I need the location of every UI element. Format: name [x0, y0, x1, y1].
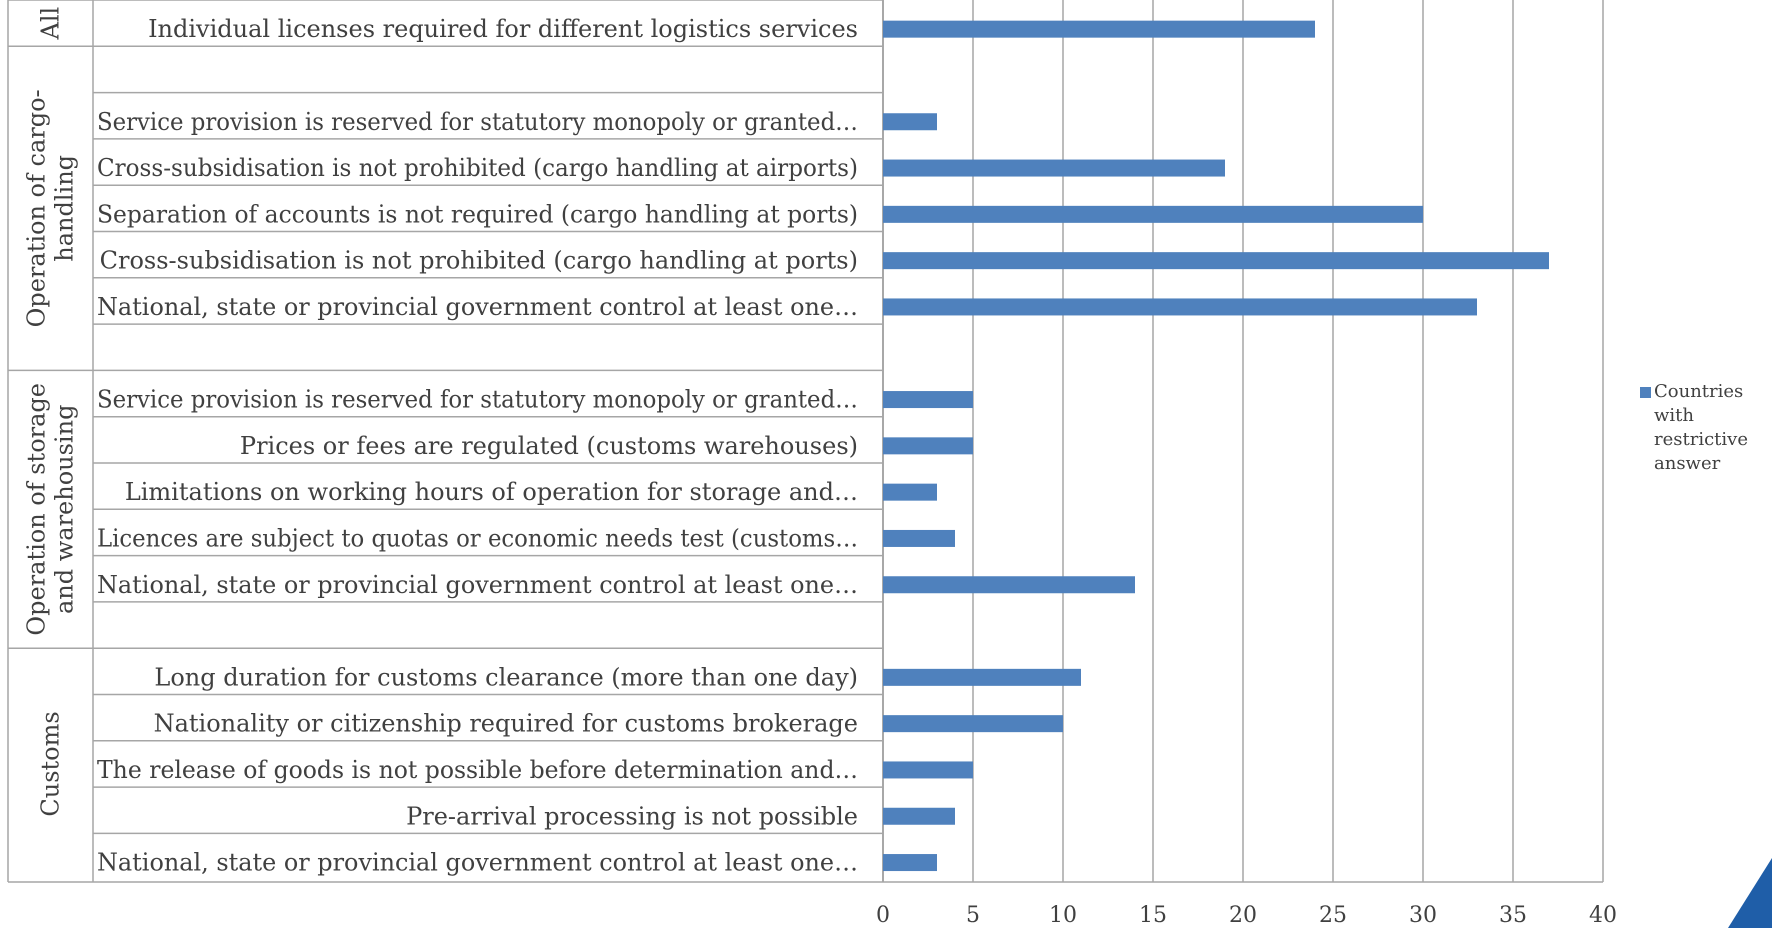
group-label: All — [37, 7, 65, 41]
group-label: Customs — [37, 711, 65, 816]
bar — [883, 668, 1081, 686]
bar — [883, 159, 1225, 177]
legend-label: Countries with restrictive answer — [1654, 381, 1748, 474]
legend-swatch — [1640, 387, 1651, 398]
grid-lines — [882, 0, 1604, 882]
x-tick-label: 25 — [1319, 903, 1347, 928]
category-table-lines — [7, 0, 1603, 883]
x-tick-label: 5 — [966, 903, 980, 928]
bar — [883, 437, 973, 455]
category-label: Service provision is reserved for statut… — [97, 108, 858, 136]
category-label: Long duration for customs clearance (mor… — [154, 663, 858, 691]
x-tick-label: 15 — [1139, 903, 1167, 928]
bar — [883, 205, 1423, 223]
category-label: Limitations on working hours of operatio… — [125, 478, 858, 506]
bar — [883, 483, 937, 501]
group-label: and warehousing — [51, 405, 79, 614]
bar — [883, 252, 1549, 270]
category-label: Licences are subject to quotas or econom… — [97, 524, 858, 552]
bar — [883, 854, 937, 872]
corner-decoration — [1728, 858, 1772, 928]
group-labels: All Operation of cargo-handling Operation … — [23, 7, 79, 817]
group-label: Operation of cargo- — [23, 89, 51, 327]
category-label: Cross-subsidisation is not prohibited (c… — [100, 247, 858, 275]
category-label: National, state or provincial government… — [97, 293, 858, 321]
group-label: Operation of storage — [23, 383, 51, 636]
bar — [883, 807, 955, 825]
group-label: handling — [51, 155, 79, 262]
bar — [883, 761, 973, 779]
x-tick-label: 35 — [1499, 903, 1527, 928]
x-tick-label: 30 — [1409, 903, 1437, 928]
category-label: Separation of accounts is not required (… — [97, 200, 858, 228]
x-tick-label: 10 — [1049, 903, 1077, 928]
category-label: Prices or fees are regulated (customs wa… — [240, 432, 858, 460]
category-label: Cross-subsidisation is not prohibited (c… — [97, 154, 858, 182]
category-labels: Individual licenses required for differe… — [97, 15, 858, 876]
bar — [883, 715, 1063, 733]
category-label: Nationality or citizenship required for … — [154, 710, 858, 738]
bar — [883, 391, 973, 409]
bar — [883, 113, 937, 131]
category-label: The release of goods is not possible bef… — [97, 756, 858, 784]
bar — [883, 20, 1315, 38]
category-label: Individual licenses required for differe… — [148, 15, 858, 43]
x-axis-ticks: 0 5 10 15 20 25 30 35 40 — [876, 903, 1617, 928]
category-label: National, state or provincial government… — [97, 849, 858, 877]
bar — [883, 576, 1135, 594]
category-label: Pre-arrival processing is not possible — [406, 802, 858, 830]
bar — [883, 298, 1477, 316]
x-tick-label: 40 — [1589, 903, 1617, 928]
category-label: National, state or provincial government… — [97, 571, 858, 599]
bar-series — [883, 20, 1549, 872]
x-tick-label: 0 — [876, 903, 890, 928]
x-tick-label: 20 — [1229, 903, 1257, 928]
category-label: Service provision is reserved for statut… — [97, 386, 858, 414]
bar — [883, 529, 955, 547]
